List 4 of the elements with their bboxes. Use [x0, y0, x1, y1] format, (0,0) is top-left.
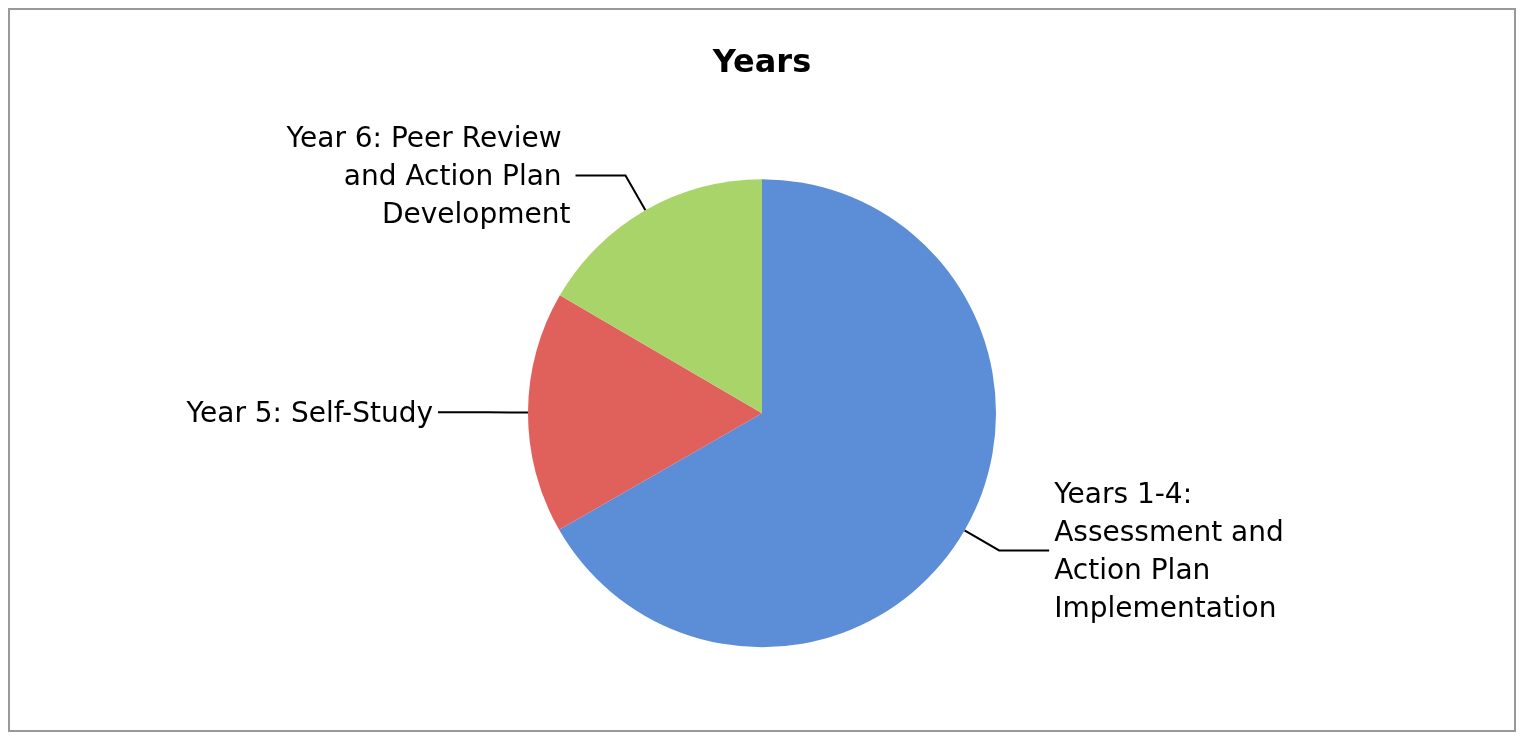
slice-label: Year 5: Self-Study	[185, 395, 433, 429]
slice-label: Years 1-4: Assessment and Action Plan Implementation	[1053, 476, 1293, 624]
slice-label: Year 6: Peer Review and Action Plan Development	[285, 121, 571, 231]
chart-title: Years	[711, 42, 812, 80]
